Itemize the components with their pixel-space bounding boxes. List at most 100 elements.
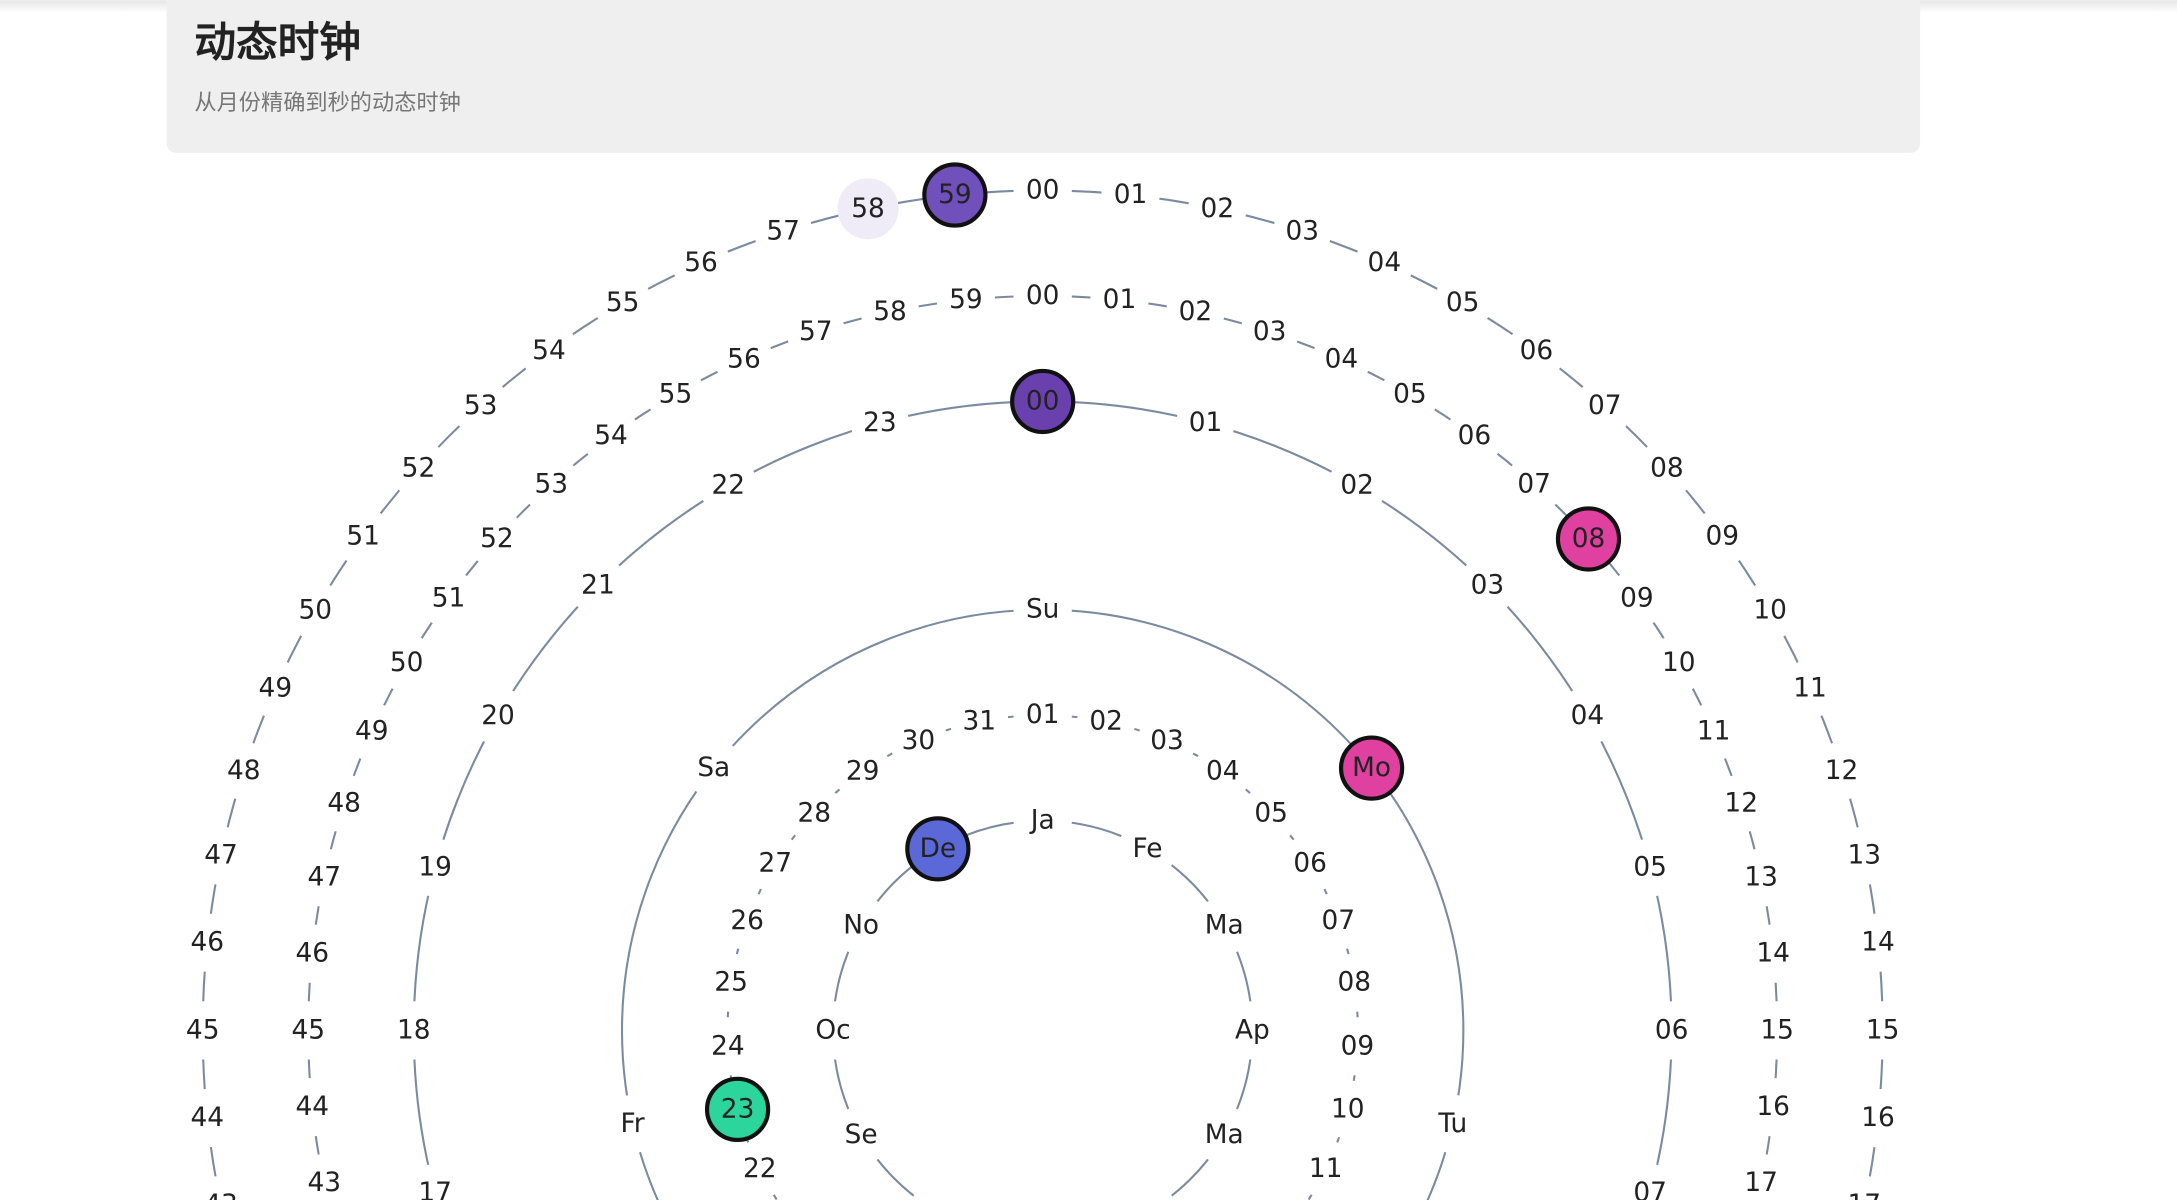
second-label: 09 — [1705, 522, 1739, 552]
minute-label: 08 — [1572, 524, 1606, 554]
label-backdrop — [295, 848, 354, 907]
label-backdrop — [1642, 1001, 1701, 1060]
minute-label: 44 — [295, 1092, 329, 1122]
label-backdrop — [911, 1182, 965, 1200]
label-backdrop — [1740, 581, 1800, 640]
label-backdrop — [389, 439, 448, 498]
label-backdrop — [1649, 634, 1708, 693]
second-label: 06 — [1520, 336, 1554, 366]
minute-label: 03 — [1253, 317, 1287, 347]
minute-label: 43 — [307, 1168, 341, 1198]
label-backdrop — [950, 692, 1009, 751]
selected-marker — [1010, 368, 1076, 435]
month-label: Ma — [1205, 911, 1244, 941]
minute-label: 06 — [1458, 421, 1492, 451]
day-label: 09 — [1341, 1031, 1375, 1061]
second-label: 10 — [1753, 595, 1787, 625]
selected-marker — [905, 816, 971, 882]
minute-label: 09 — [1620, 584, 1654, 614]
second-label: 13 — [1848, 841, 1882, 871]
label-backdrop — [889, 711, 948, 770]
minute-label: 13 — [1744, 863, 1778, 893]
month-label: Ju — [1133, 1197, 1159, 1200]
hour-label: 18 — [397, 1015, 431, 1045]
label-backdrop — [1188, 179, 1247, 238]
label-backdrop — [1309, 891, 1368, 951]
label-backdrop — [1013, 686, 1072, 745]
label-backdrop — [286, 581, 345, 640]
trail-marker — [837, 178, 899, 240]
label-backdrop — [451, 377, 510, 436]
label-backdrop — [342, 702, 401, 761]
label-backdrop — [860, 282, 920, 342]
second-label: 12 — [1825, 756, 1859, 786]
hour-label: 19 — [418, 853, 452, 883]
second-label: 50 — [298, 595, 332, 625]
label-backdrop — [1280, 834, 1340, 893]
label-backdrop — [1848, 1089, 1908, 1148]
month-label: Ap — [1235, 1015, 1270, 1045]
label-backdrop — [315, 774, 374, 833]
label-backdrop — [831, 1106, 891, 1165]
hour-label: 03 — [1471, 571, 1505, 601]
hour-label: 21 — [581, 571, 615, 601]
label-backdrop — [1296, 1140, 1355, 1199]
label-backdrop — [1433, 273, 1492, 333]
label-backdrop — [1621, 1164, 1680, 1200]
label-backdrop — [295, 1153, 354, 1200]
minute-label: 11 — [1697, 717, 1731, 747]
minute-label: 51 — [432, 584, 466, 614]
label-backdrop — [1101, 165, 1160, 225]
second-label: 07 — [1588, 391, 1622, 421]
label-backdrop — [377, 634, 436, 693]
minute-label: 47 — [307, 863, 341, 893]
label-backdrop — [1223, 1001, 1282, 1060]
label-backdrop — [1193, 742, 1252, 801]
label-backdrop — [1853, 1001, 1912, 1060]
second-label: 59 — [938, 180, 972, 210]
ring-line — [832, 819, 1254, 1200]
label-backdrop — [1076, 692, 1136, 751]
label-backdrop — [333, 507, 393, 566]
hour-label: 20 — [481, 701, 515, 731]
label-backdrop — [786, 302, 845, 362]
second-label: 56 — [684, 248, 718, 278]
label-backdrop — [775, 1194, 811, 1200]
second-label: 49 — [259, 674, 293, 704]
hour-label: 22 — [711, 471, 745, 501]
label-backdrop — [519, 321, 579, 381]
label-backdrop — [1575, 377, 1634, 436]
day-label: 06 — [1293, 849, 1327, 879]
label-backdrop — [191, 826, 251, 885]
hour-label: 07 — [1633, 1178, 1667, 1200]
label-backdrop — [1693, 507, 1752, 566]
minute-label: 14 — [1756, 939, 1790, 969]
weekday-label: Tu — [1437, 1109, 1467, 1139]
label-backdrop — [192, 1175, 250, 1200]
second-label: 47 — [204, 841, 238, 871]
label-backdrop — [522, 455, 581, 514]
day-label: 02 — [1089, 707, 1123, 737]
label-backdrop — [214, 741, 273, 800]
label-backdrop — [1380, 365, 1440, 424]
label-backdrop — [1137, 711, 1197, 770]
minute-label: 53 — [534, 470, 568, 500]
label-backdrop — [1507, 321, 1566, 381]
second-label: 53 — [464, 391, 498, 421]
second-label: 57 — [766, 217, 800, 247]
label-backdrop — [1090, 270, 1149, 330]
label-backdrop — [178, 913, 237, 972]
header-panel — [166, 0, 1921, 153]
label-backdrop — [698, 1017, 758, 1076]
label-backdrop — [1240, 302, 1299, 362]
hour-label: 01 — [1189, 408, 1223, 438]
second-label: 11 — [1793, 674, 1827, 704]
label-backdrop — [246, 659, 305, 718]
label-backdrop — [936, 270, 996, 330]
label-backdrop — [568, 556, 628, 615]
label-backdrop — [1327, 456, 1387, 515]
label-backdrop — [1195, 1106, 1254, 1165]
minute-label: 52 — [480, 524, 514, 554]
label-backdrop — [1312, 330, 1371, 389]
